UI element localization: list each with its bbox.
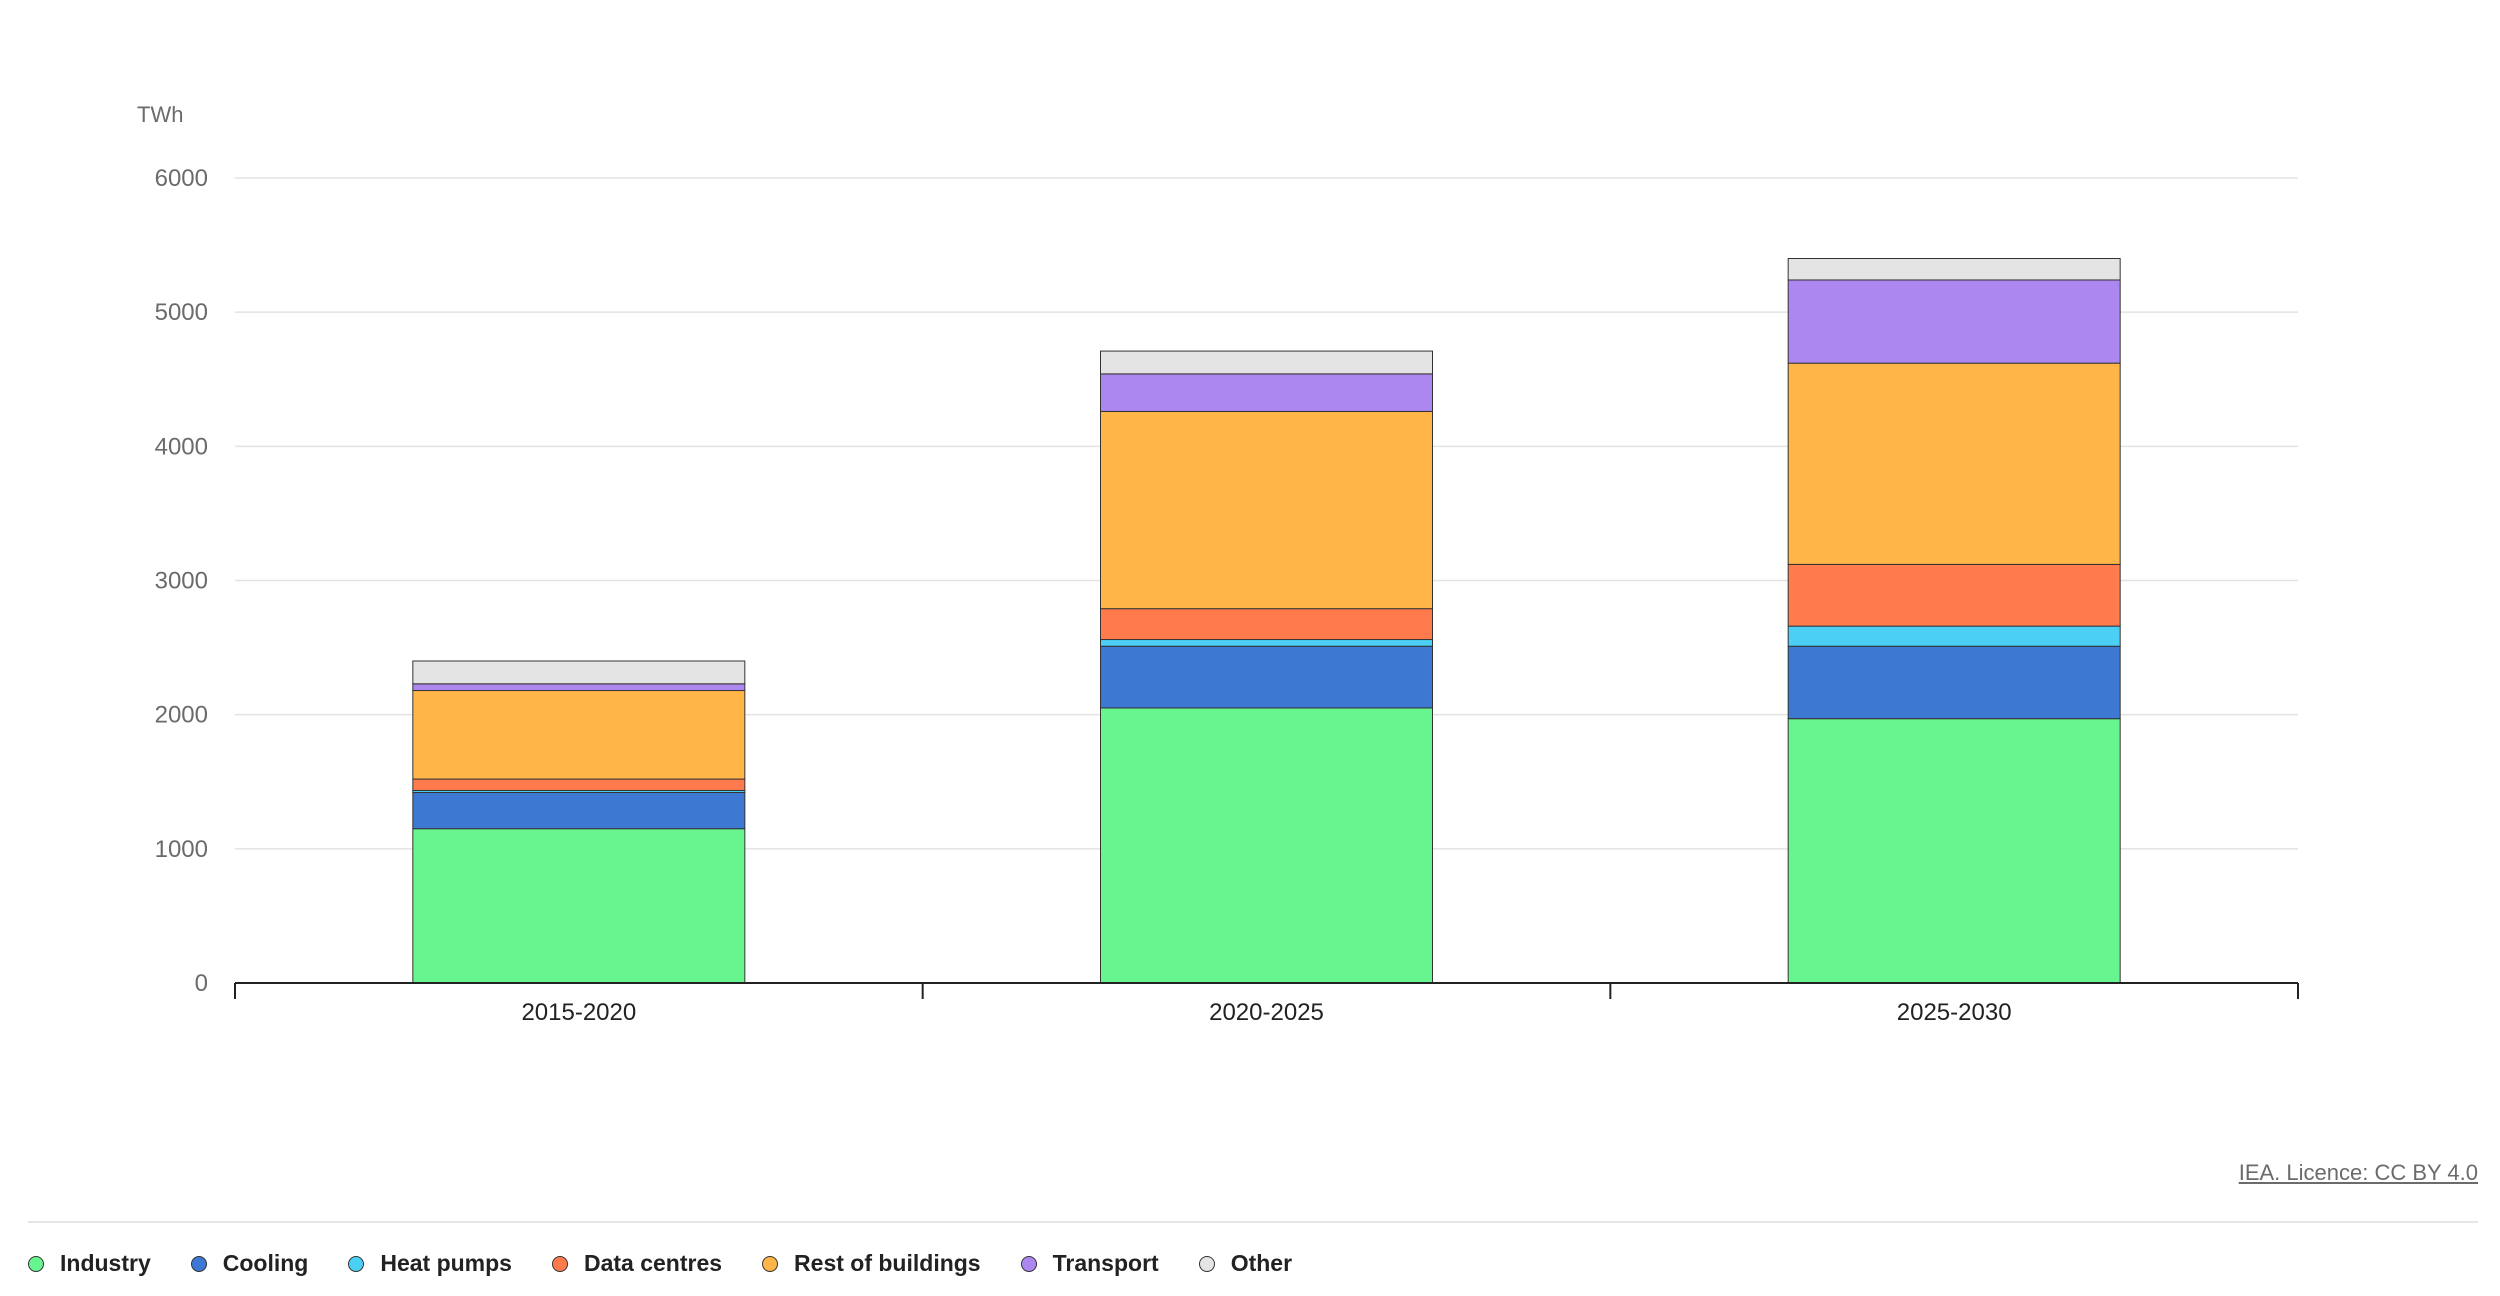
bar-segment-cooling[interactable] <box>412 791 746 830</box>
bar-segment-industry[interactable] <box>412 828 746 984</box>
bar-segment-transport[interactable] <box>1787 279 2121 364</box>
legend-swatch <box>1020 1255 1037 1272</box>
legend-label: Cooling <box>222 1250 309 1276</box>
bar-segment-heat-pumps[interactable] <box>1100 639 1433 647</box>
legend-item[interactable]: Other <box>1198 1250 1293 1277</box>
bar-segment-cooling[interactable] <box>1787 645 2121 720</box>
x-tick-label: 2020-2025 <box>1209 999 1324 1026</box>
legend-divider <box>28 1221 2478 1223</box>
bar-segment-transport[interactable] <box>1100 373 1433 412</box>
legend-swatch <box>28 1255 44 1272</box>
bar-segment-cooling[interactable] <box>1100 645 1433 709</box>
legend-swatch <box>348 1255 365 1272</box>
bar-segment-data-centres[interactable] <box>1100 608 1433 641</box>
y-tick-label: 0 <box>195 970 208 997</box>
bar-segment-data-centres[interactable] <box>412 778 746 791</box>
y-tick-label: 4000 <box>155 433 208 460</box>
bar-segment-industry[interactable] <box>1100 707 1433 984</box>
y-tick-label: 2000 <box>155 702 208 729</box>
legend-swatch <box>762 1255 779 1272</box>
y-tick-label: 3000 <box>155 568 208 595</box>
bar-segment-other[interactable] <box>1787 258 2121 281</box>
legend-item[interactable]: Transport <box>1020 1250 1159 1277</box>
legend-label: Data centres <box>583 1250 723 1276</box>
bar-segment-rest-of-buildings[interactable] <box>1100 410 1433 610</box>
legend-item[interactable]: Cooling <box>190 1250 309 1277</box>
x-axis-ticks: 2015-2020 2020-2025 2025-2030 <box>521 999 2011 1026</box>
credit-link[interactable]: IEA. Licence: CC BY 4.0 <box>2238 1160 2478 1185</box>
y-tick-label: 6000 <box>155 165 208 192</box>
bar-segment-industry[interactable] <box>1787 718 2121 984</box>
legend-label: Other <box>1230 1250 1293 1276</box>
legend-label: Heat pumps <box>380 1250 512 1276</box>
legend-item[interactable]: Rest of buildings <box>762 1250 981 1277</box>
bar-segment-heat-pumps[interactable] <box>1787 625 2121 647</box>
bar-segment-transport[interactable] <box>412 683 746 692</box>
bars <box>412 258 2121 984</box>
legend: Industry Cooling Heat pumps Data centres Res… <box>28 1250 1332 1277</box>
bar-segment-other[interactable] <box>1100 350 1433 375</box>
legend-label: Rest of buildings <box>794 1250 981 1276</box>
legend-item[interactable]: Industry <box>28 1250 151 1277</box>
legend-label: Industry <box>60 1250 151 1276</box>
legend-swatch <box>190 1255 207 1272</box>
x-axis <box>234 982 2299 999</box>
legend-swatch <box>551 1255 568 1272</box>
x-tick-label: 2015-2020 <box>521 999 636 1026</box>
bar-segment-rest-of-buildings[interactable] <box>1787 362 2121 565</box>
y-axis-ticks: 0 1000 2000 3000 4000 5000 6000 <box>155 165 208 997</box>
legend-item[interactable]: Data centres <box>551 1250 723 1277</box>
bar-segment-data-centres[interactable] <box>1787 563 2121 627</box>
legend-swatch <box>1198 1255 1215 1272</box>
x-tick-label: 2025-2030 <box>1897 999 2012 1026</box>
legend-label: Transport <box>1052 1250 1159 1276</box>
bar-segment-rest-of-buildings[interactable] <box>412 690 746 780</box>
y-tick-label: 1000 <box>155 836 208 863</box>
legend-item[interactable]: Heat pumps <box>348 1250 512 1277</box>
bar-segment-other[interactable] <box>412 660 746 685</box>
y-axis-unit: TWh <box>137 102 183 127</box>
y-tick-label: 5000 <box>155 299 208 326</box>
